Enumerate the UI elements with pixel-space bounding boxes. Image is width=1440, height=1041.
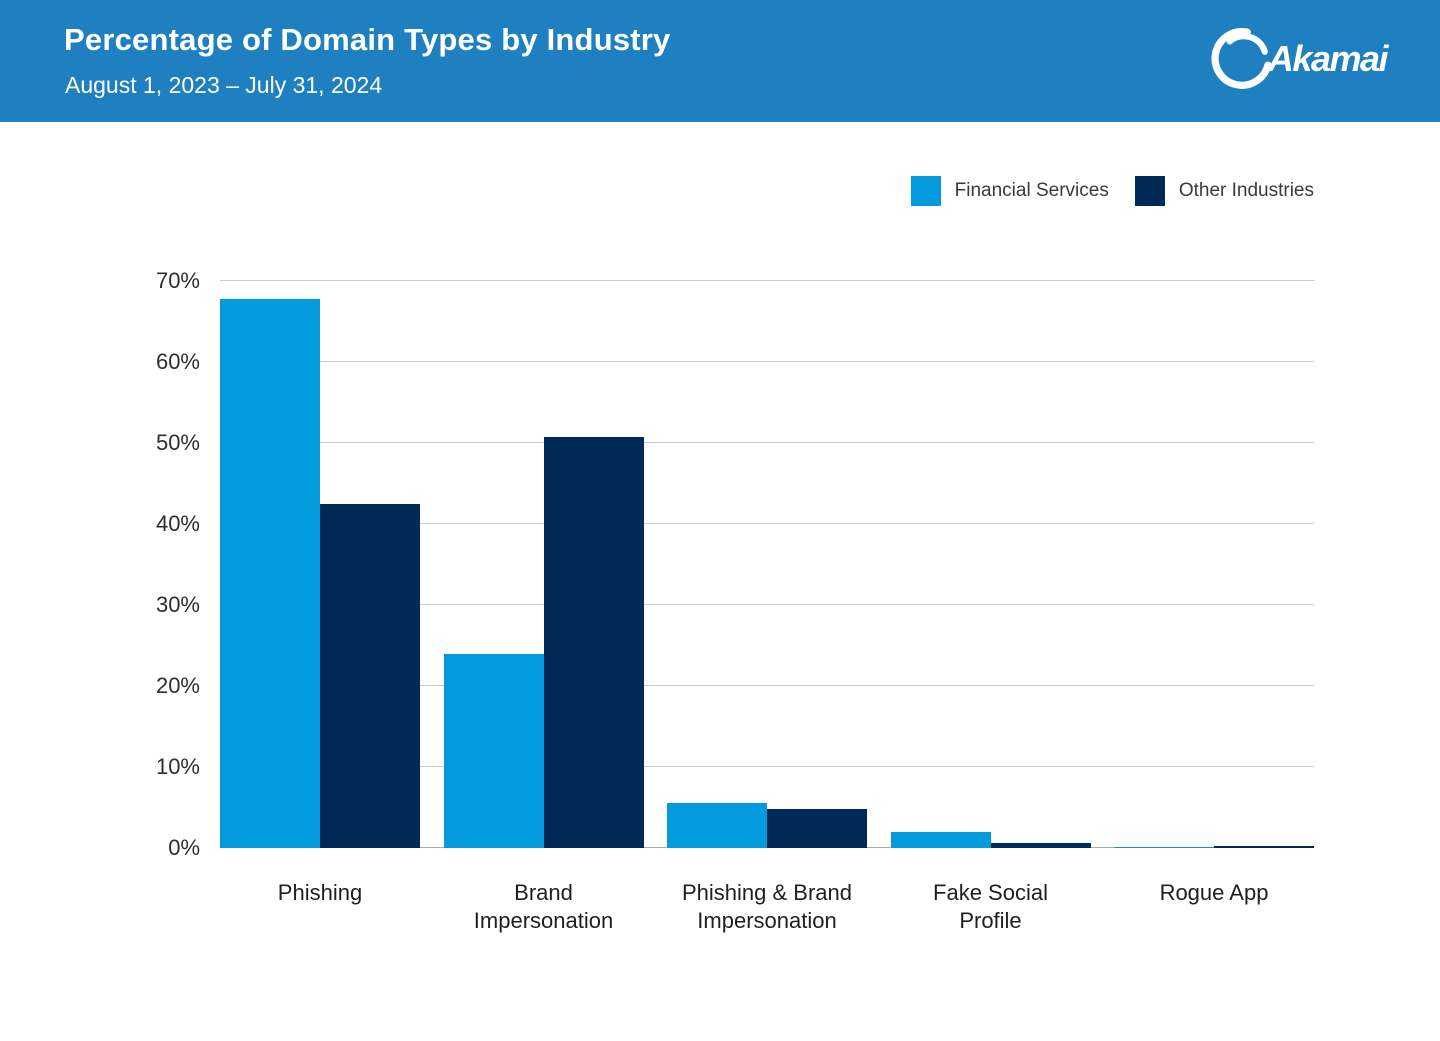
bar-other-industries-fake-social-profile — [990, 843, 1091, 848]
gridline-60 — [220, 361, 1314, 362]
bar-financial-services-phishing — [220, 298, 320, 848]
y-tick-label-60: 60% — [155, 349, 200, 374]
x-axis-label-rogue-app: Rogue App — [1159, 880, 1269, 905]
bar-other-industries-brand-impersonation — [543, 436, 644, 848]
page-title: Percentage of Domain Types by Industry — [64, 22, 671, 57]
other-industries-swatch-icon — [1134, 176, 1165, 206]
akamai-wave-icon — [1211, 28, 1272, 89]
x-axis-label-phishing: Phishing — [277, 880, 363, 905]
gridline-20 — [220, 685, 1314, 686]
x-axis-label-brand-impersonation: Brand Impersonation — [473, 880, 614, 933]
plot-area: 0% 10% 20% 30% 40% 50% 60% 70% Phishing Brand Imp… — [156, 268, 1314, 933]
y-tick-label-20: 20% — [155, 673, 200, 698]
bar-financial-services-phishing-brand-impersonation — [667, 802, 767, 848]
gridline-40 — [220, 523, 1314, 524]
y-tick-label-30: 30% — [155, 592, 200, 617]
category-group-phishing-brand-impersonation: Phishing & Brand Impersonation — [667, 802, 867, 933]
gridline-50 — [220, 442, 1314, 443]
legend-label-financial-services: Financial Services — [954, 180, 1109, 201]
x-axis-label-phishing-brand-impersonation: Phishing & Brand Impersonation — [682, 880, 852, 933]
bar-other-industries-rogue-app — [1214, 846, 1314, 848]
bar-financial-services-rogue-app — [1114, 847, 1214, 848]
akamai-logo: Akamai — [1206, 26, 1389, 92]
bar-other-industries-phishing — [320, 503, 420, 848]
category-group-phishing: Phishing — [220, 298, 420, 905]
x-axis-label-fake-social-profile: Fake Social Profile — [933, 880, 1048, 933]
legend-label-other-industries: Other Industries — [1178, 180, 1314, 201]
page-subtitle: August 1, 2023 – July 31, 2024 — [65, 72, 383, 98]
bar-groups: Phishing Brand Impersonation Phishing & Br… — [220, 281, 1314, 933]
gridline-30 — [220, 604, 1314, 605]
y-tick-label-50: 50% — [155, 430, 200, 455]
bar-financial-services-brand-impersonation — [443, 653, 544, 848]
y-tick-label-70: 70% — [155, 268, 200, 293]
financial-services-swatch-icon — [910, 176, 941, 206]
category-group-fake-social-profile: Fake Social Profile — [890, 831, 1091, 933]
y-tick-label-10: 10% — [155, 754, 200, 779]
header-banner: Percentage of Domain Types by Industry A… — [0, 0, 1440, 122]
legend: Financial Services Other Industries — [910, 176, 1314, 206]
category-group-brand-impersonation: Brand Impersonation — [443, 436, 644, 933]
category-group-rogue-app: Rogue App — [1114, 846, 1314, 905]
gridline-10 — [220, 766, 1314, 767]
legend-item-other-industries: Other Industries — [1134, 176, 1314, 206]
legend-item-financial-services: Financial Services — [910, 176, 1109, 206]
akamai-logo-text: Akamai — [1267, 38, 1389, 79]
y-tick-label-40: 40% — [155, 511, 200, 536]
bar-financial-services-fake-social-profile — [890, 831, 991, 848]
y-tick-label-0: 0% — [168, 835, 200, 860]
bar-other-industries-phishing-brand-impersonation — [767, 809, 867, 848]
gridline-70 — [220, 280, 1314, 281]
